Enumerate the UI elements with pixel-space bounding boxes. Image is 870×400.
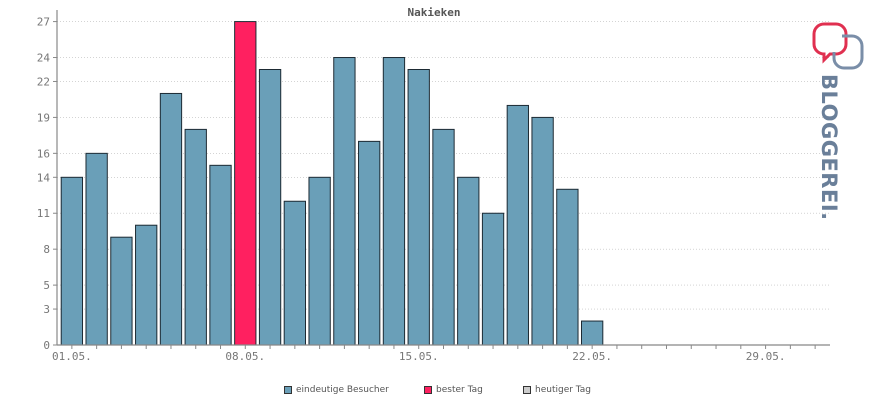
bar bbox=[581, 320, 604, 346]
bar bbox=[85, 152, 108, 346]
x-tick-label: 29.05. bbox=[746, 350, 786, 363]
bar bbox=[481, 212, 505, 346]
bar bbox=[308, 176, 331, 346]
x-axis: 01.05. 08.05. 15.05. 22.05. 29.05. bbox=[52, 345, 816, 363]
bloggerei-logo[interactable]: BLOGGEREI.DE bbox=[812, 18, 868, 218]
bar bbox=[283, 200, 306, 346]
bar-best-day bbox=[234, 21, 257, 346]
bars bbox=[60, 21, 604, 346]
legend-label: heutiger Tag bbox=[535, 385, 592, 395]
y-tick-label: 16 bbox=[37, 147, 50, 160]
axes bbox=[56, 10, 830, 346]
legend: eindeutige Besucher bester Tag heutiger … bbox=[0, 385, 870, 399]
bar bbox=[358, 140, 381, 346]
bar bbox=[506, 104, 529, 346]
bar bbox=[159, 92, 183, 346]
x-tick-label: 15.05. bbox=[399, 350, 439, 363]
bar bbox=[60, 176, 84, 346]
bar bbox=[135, 224, 158, 346]
bar bbox=[457, 176, 480, 346]
x-tick-label: 08.05. bbox=[225, 350, 265, 363]
legend-label: eindeutige Besucher bbox=[296, 385, 389, 395]
x-tick-label: 01.05. bbox=[52, 350, 92, 363]
y-tick-label: 14 bbox=[37, 171, 51, 184]
bar bbox=[382, 57, 406, 346]
y-tick-label: 27 bbox=[37, 16, 50, 29]
bloggerei-logo-text: BLOGGEREI.DE bbox=[817, 74, 841, 218]
y-tick-label: 0 bbox=[43, 339, 50, 352]
bloggerei-logo-icon bbox=[812, 22, 864, 70]
y-tick-label: 8 bbox=[43, 243, 50, 256]
bar bbox=[333, 57, 356, 346]
bar bbox=[184, 128, 207, 346]
y-axis: 0 3 5 8 11 14 16 19 22 24 27 bbox=[37, 16, 57, 352]
bar bbox=[432, 128, 455, 346]
bar bbox=[209, 164, 232, 346]
bar bbox=[556, 188, 579, 346]
legend-item-best-day: bester Tag bbox=[424, 385, 483, 395]
bar bbox=[407, 68, 430, 346]
legend-swatch-today bbox=[523, 386, 531, 394]
y-tick-label: 5 bbox=[43, 279, 50, 292]
legend-swatch-visitors bbox=[284, 386, 292, 394]
y-tick-label: 3 bbox=[43, 303, 50, 316]
legend-swatch-best bbox=[424, 386, 432, 394]
bar bbox=[531, 116, 554, 346]
legend-label: bester Tag bbox=[436, 385, 483, 395]
bar bbox=[110, 236, 133, 346]
legend-item-today: heutiger Tag bbox=[523, 385, 591, 395]
y-tick-label: 11 bbox=[37, 207, 50, 220]
y-tick-label: 19 bbox=[37, 111, 50, 124]
y-tick-label: 24 bbox=[37, 52, 51, 65]
legend-item-unique-visitors: eindeutige Besucher bbox=[284, 385, 389, 395]
bar bbox=[258, 68, 282, 346]
y-tick-label: 22 bbox=[37, 75, 50, 88]
x-tick-label: 22.05. bbox=[572, 350, 612, 363]
chart-title: Nakieken bbox=[408, 6, 461, 19]
